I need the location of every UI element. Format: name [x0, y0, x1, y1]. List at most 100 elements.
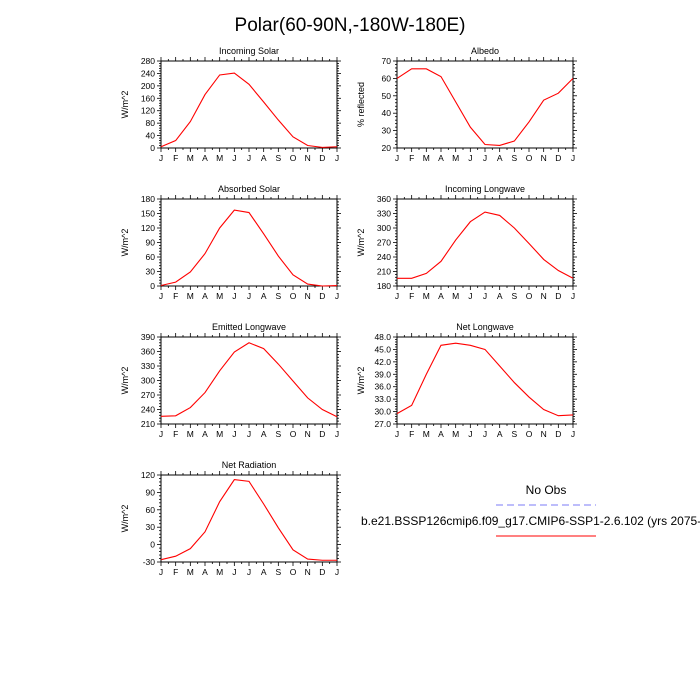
series-line-incoming-solar	[160, 72, 338, 148]
x-tick-label: A	[202, 153, 208, 163]
y-axis-label: W/m^2	[120, 367, 130, 395]
x-tick-label: J	[483, 291, 487, 301]
y-tick-label: 90	[146, 238, 156, 248]
x-tick-label: A	[261, 429, 267, 439]
y-tick-label: 240	[141, 405, 155, 415]
x-tick-label: N	[305, 429, 311, 439]
x-tick-label: J	[468, 429, 472, 439]
panel-title: Incoming Solar	[219, 46, 279, 56]
x-tick-label: A	[202, 291, 208, 301]
x-tick-label: J	[335, 291, 339, 301]
x-tick-label: J	[232, 291, 236, 301]
y-axis-label: W/m^2	[356, 229, 366, 257]
y-tick-label: 330	[377, 209, 391, 219]
x-tick-label: J	[232, 429, 236, 439]
x-tick-label: J	[395, 153, 399, 163]
x-tick-label: M	[216, 291, 223, 301]
y-tick-label: 48.0	[374, 332, 391, 342]
legend-obs-label: No Obs	[526, 483, 567, 497]
y-tick-label: 20	[382, 143, 392, 153]
y-axis-label: % reflected	[356, 82, 366, 127]
x-tick-label: M	[452, 291, 459, 301]
x-tick-label: J	[159, 291, 163, 301]
x-tick-label: A	[202, 429, 208, 439]
x-tick-label: S	[275, 291, 281, 301]
x-tick-label: A	[438, 291, 444, 301]
y-tick-label: 30	[382, 126, 392, 136]
y-tick-label: 360	[141, 347, 155, 357]
y-axis-label: W/m^2	[120, 505, 130, 533]
y-tick-label: 50	[382, 91, 392, 101]
panel-title: Net Radiation	[222, 460, 277, 470]
y-tick-label: 300	[377, 223, 391, 233]
y-tick-label: 33.0	[374, 394, 391, 404]
y-axis-label: W/m^2	[120, 91, 130, 119]
x-tick-label: A	[261, 153, 267, 163]
figure-title: Polar(60-90N,-180W-180E)	[235, 15, 466, 36]
x-tick-label: N	[541, 429, 547, 439]
series-line-albedo	[396, 68, 574, 146]
x-tick-label: O	[290, 153, 297, 163]
y-tick-label: 80	[146, 118, 156, 128]
y-tick-label: 300	[141, 376, 155, 386]
x-tick-label: J	[468, 291, 472, 301]
x-tick-label: A	[438, 429, 444, 439]
y-tick-label: -30	[143, 557, 156, 567]
y-tick-label: 60	[146, 252, 156, 262]
y-tick-label: 270	[141, 390, 155, 400]
y-tick-label: 42.0	[374, 357, 391, 367]
y-tick-label: 180	[377, 281, 391, 291]
x-tick-label: F	[173, 567, 178, 577]
x-tick-label: M	[452, 153, 459, 163]
x-tick-label: J	[247, 153, 251, 163]
y-tick-label: 70	[382, 56, 392, 66]
x-tick-label: J	[571, 429, 575, 439]
x-tick-label: N	[305, 567, 311, 577]
y-tick-label: 330	[141, 361, 155, 371]
x-tick-label: J	[247, 429, 251, 439]
x-tick-label: J	[571, 291, 575, 301]
x-tick-label: S	[275, 153, 281, 163]
y-tick-label: 120	[141, 106, 155, 116]
y-tick-label: 0	[150, 540, 155, 550]
x-tick-label: F	[173, 429, 178, 439]
x-tick-label: A	[261, 567, 267, 577]
x-tick-label: M	[187, 291, 194, 301]
panel-frame	[396, 60, 574, 149]
x-tick-label: J	[571, 153, 575, 163]
panel-title: Incoming Longwave	[445, 184, 525, 194]
series-line-absorbed-solar	[160, 209, 338, 287]
y-tick-label: 36.0	[374, 382, 391, 392]
x-tick-label: J	[483, 153, 487, 163]
x-tick-label: S	[275, 567, 281, 577]
x-tick-label: O	[526, 291, 533, 301]
x-tick-label: J	[335, 567, 339, 577]
x-tick-label: O	[290, 429, 297, 439]
x-tick-label: J	[232, 153, 236, 163]
x-tick-label: O	[290, 567, 297, 577]
x-tick-label: N	[305, 153, 311, 163]
y-tick-label: 60	[146, 505, 156, 515]
x-tick-label: S	[511, 291, 517, 301]
y-tick-label: 280	[141, 56, 155, 66]
x-tick-label: S	[275, 429, 281, 439]
panel-title: Net Longwave	[456, 322, 514, 332]
series-line-net-radiation	[160, 479, 337, 561]
x-tick-label: M	[423, 153, 430, 163]
x-tick-label: M	[216, 567, 223, 577]
y-tick-label: 210	[377, 267, 391, 277]
y-tick-label: 30.0	[374, 407, 391, 417]
x-tick-label: D	[319, 153, 325, 163]
x-tick-label: F	[409, 429, 414, 439]
x-tick-label: J	[159, 567, 163, 577]
y-tick-label: 60	[382, 73, 392, 83]
x-tick-label: N	[541, 291, 547, 301]
x-tick-label: D	[319, 291, 325, 301]
y-tick-label: 120	[141, 470, 155, 480]
x-tick-label: F	[173, 153, 178, 163]
y-tick-label: 0	[150, 281, 155, 291]
